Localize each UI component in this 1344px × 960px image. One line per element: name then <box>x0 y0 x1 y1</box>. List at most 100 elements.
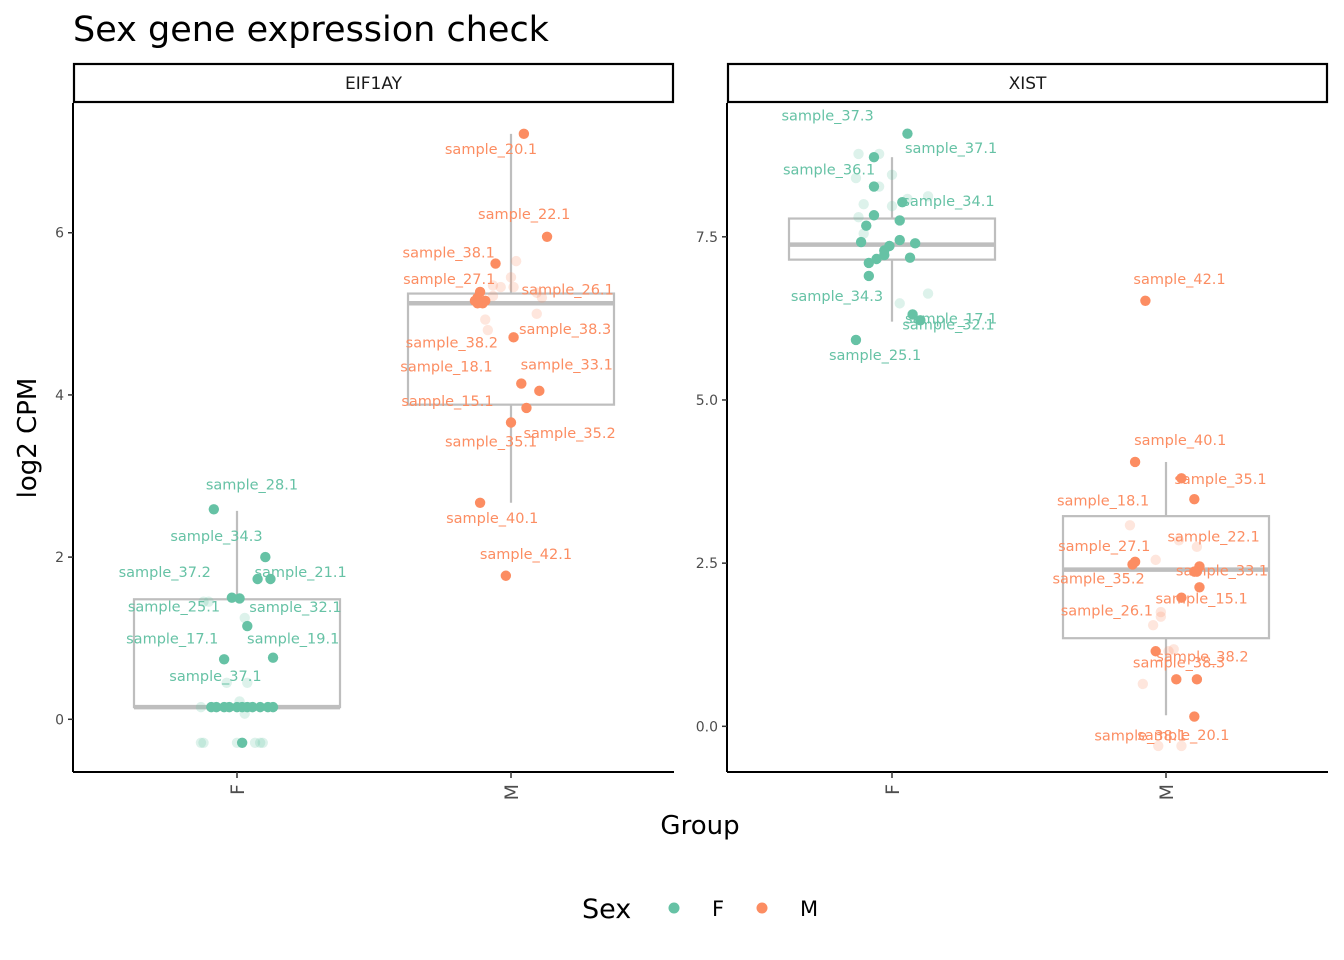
data-point <box>534 385 545 397</box>
point-label: sample_35.1 <box>445 434 537 450</box>
point-label: sample_42.1 <box>1133 272 1225 288</box>
point-label: sample_40.1 <box>446 511 538 527</box>
data-point <box>1127 559 1138 570</box>
y-tick-label: 4 <box>55 388 64 404</box>
point-label: sample_37.1 <box>169 669 261 685</box>
point-label: sample_38.3 <box>1133 655 1225 671</box>
box-iqr <box>787 217 997 261</box>
x-tick-label: M <box>501 784 523 800</box>
data-point <box>510 255 522 267</box>
boxplot-m <box>1061 461 1271 716</box>
point-label: sample_34.3 <box>170 529 262 545</box>
data-point <box>1150 554 1161 566</box>
data-point <box>922 288 934 299</box>
data-point <box>239 612 250 624</box>
box-iqr <box>1061 515 1271 640</box>
point-label: sample_34.1 <box>902 194 994 210</box>
data-point <box>474 497 486 508</box>
data-point <box>879 249 890 261</box>
point-label: sample_20.1 <box>445 142 537 158</box>
data-point <box>868 151 880 163</box>
data-point <box>1171 674 1182 685</box>
data-point <box>234 593 245 604</box>
x-tick-label: M <box>1156 784 1178 800</box>
point-label: sample_22.1 <box>478 207 570 223</box>
point-label: sample_37.3 <box>781 109 873 125</box>
data-point <box>1189 493 1200 505</box>
data-point <box>267 652 279 663</box>
data-point <box>518 128 530 140</box>
data-point <box>1124 520 1136 531</box>
data-point <box>221 677 232 688</box>
data-point <box>472 298 483 309</box>
data-point <box>1155 606 1167 618</box>
data-point <box>254 701 266 713</box>
data-point <box>257 737 268 749</box>
facet-strip-label: XIST <box>1009 74 1047 94</box>
data-point <box>1150 646 1161 657</box>
data-point <box>868 181 880 192</box>
data-point <box>198 737 209 749</box>
data-point <box>521 402 532 414</box>
data-point <box>247 701 258 713</box>
data-point <box>495 281 506 293</box>
data-point <box>218 654 230 665</box>
y-tick-label: 0 <box>55 712 64 728</box>
data-point <box>505 272 517 283</box>
y-tick-label: 6 <box>55 226 64 242</box>
data-point <box>850 172 862 184</box>
data-point <box>236 737 248 749</box>
legend-label-f: F <box>712 897 724 921</box>
point-label: sample_15.1 <box>1155 592 1247 608</box>
data-point <box>531 308 542 320</box>
data-point <box>1137 678 1149 690</box>
data-point <box>500 570 512 581</box>
data-point <box>1191 566 1203 577</box>
data-point <box>226 592 238 603</box>
legend-key-f <box>668 902 680 914</box>
data-point <box>853 148 864 160</box>
point-label: sample_32.1 <box>249 600 341 616</box>
point-label: sample_35.2 <box>523 426 615 442</box>
data-point <box>541 231 553 242</box>
data-point <box>236 701 248 713</box>
point-label: sample_20.1 <box>1137 728 1229 744</box>
data-point <box>1191 541 1203 553</box>
point-label: sample_25.1 <box>128 600 220 616</box>
y-tick-label: 7.5 <box>696 230 718 246</box>
chart-title: Sex gene expression check <box>73 10 550 50</box>
point-label: sample_19.1 <box>247 632 339 648</box>
data-point <box>480 314 491 325</box>
data-point <box>855 236 867 248</box>
point-label: sample_37.2 <box>119 565 211 581</box>
data-point <box>1176 592 1187 603</box>
y-tick-label: 2 <box>55 550 64 566</box>
data-point <box>531 287 542 298</box>
point-label: sample_26.1 <box>522 283 614 299</box>
data-point <box>1168 644 1179 655</box>
data-point <box>858 198 869 210</box>
point-label: sample_27.1 <box>1058 539 1150 555</box>
data-point <box>853 212 864 223</box>
data-point <box>198 596 209 607</box>
boxplot-m <box>406 133 616 503</box>
data-point <box>922 191 934 202</box>
data-point <box>858 228 869 239</box>
point-label: sample_17.1 <box>126 631 218 647</box>
legend: Sex F M <box>582 894 818 925</box>
point-label: sample_35.1 <box>1174 472 1266 488</box>
data-point <box>871 253 882 265</box>
data-point <box>1176 740 1187 752</box>
x-tick-label: F <box>882 784 904 795</box>
y-tick-label: 0.0 <box>696 719 718 735</box>
data-point <box>536 292 548 303</box>
facet-strip <box>72 62 675 104</box>
point-label: sample_38.3 <box>519 322 611 338</box>
data-point <box>252 573 263 585</box>
point-label: sample_32.1 <box>902 317 994 333</box>
x-axis-title: Group <box>660 811 739 841</box>
data-point <box>242 677 253 688</box>
facet-strip-label: EIF1AY <box>345 74 403 94</box>
